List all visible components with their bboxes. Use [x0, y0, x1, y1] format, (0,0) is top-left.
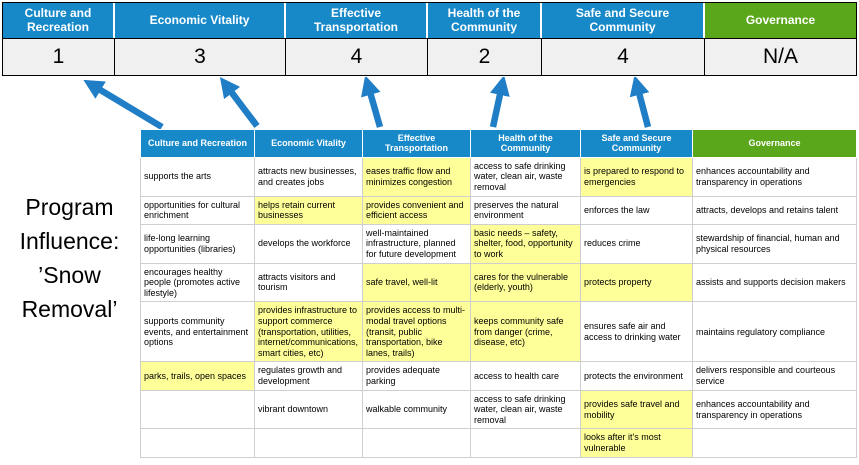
- matrix-cell: regulates growth and development: [254, 361, 363, 391]
- matrix-cell: enhances accountability and transparency…: [692, 389, 857, 430]
- page-title-line: Removal’: [21, 296, 118, 322]
- matrix-cell: preserves the natural environment: [470, 195, 581, 225]
- matrix-cell: life-long learning opportunities (librar…: [140, 223, 255, 264]
- matrix-cell: assists and supports decision makers: [692, 262, 857, 303]
- matrix-cell-highlighted: protects property: [580, 262, 693, 303]
- page-title-line: ’Snow: [38, 262, 101, 288]
- score-culture-recreation: 1: [3, 38, 115, 75]
- matrix-column-header: Health of the Community: [470, 129, 581, 158]
- matrix-column-header: Safe and Secure Community: [580, 129, 693, 158]
- matrix-cell: access to safe drinking water, clean air…: [470, 156, 581, 197]
- arrow-icon: [219, 77, 260, 128]
- matrix-cell-highlighted: provides safe travel and mobility: [580, 389, 693, 430]
- matrix-cell: stewardship of financial, human and phys…: [692, 223, 857, 264]
- pillar-health-community: Health of the Community: [428, 3, 542, 38]
- table-row: life-long learning opportunities (librar…: [140, 223, 857, 264]
- matrix-column-header: Governance: [692, 129, 857, 158]
- matrix-cell: [692, 428, 857, 458]
- matrix-cell: well-maintained infrastructure, planned …: [362, 223, 471, 264]
- score-governance: N/A: [705, 38, 856, 75]
- matrix-cell: access to health care: [470, 361, 581, 391]
- matrix-cell: [140, 389, 255, 430]
- matrix-cell-highlighted: looks after it's most vulnerable: [580, 428, 693, 458]
- matrix-cell: vibrant downtown: [254, 389, 363, 430]
- matrix-cell: maintains regulatory compliance: [692, 301, 857, 363]
- arrow-icon: [489, 77, 510, 128]
- matrix-cell: walkable community: [362, 389, 471, 430]
- matrix-cell-highlighted: provides infrastructure to support comme…: [254, 301, 363, 363]
- matrix-cell-highlighted: is prepared to respond to emergencies: [580, 156, 693, 197]
- matrix-cell: [140, 428, 255, 458]
- matrix-cell: [254, 428, 363, 458]
- pillar-effective-transportation: Effective Transportation: [286, 3, 428, 38]
- matrix-cell-highlighted: provides convenient and efficient access: [362, 195, 471, 225]
- matrix-cell-highlighted: cares for the vulnerable (elderly, youth…: [470, 262, 581, 303]
- matrix-cell-highlighted: keeps community safe from danger (crime,…: [470, 301, 581, 363]
- arrows-up-icon: [83, 77, 652, 130]
- matrix-cell: encourages healthy people (promotes acti…: [140, 262, 255, 303]
- matrix-cell: supports community events, and entertain…: [140, 301, 255, 363]
- matrix-cell: [470, 428, 581, 458]
- pillar-safe-secure-community: Safe and Secure Community: [542, 3, 705, 38]
- arrow-icon: [83, 79, 164, 130]
- pillar-culture-recreation: Culture and Recreation: [3, 3, 115, 38]
- matrix-column-header: Economic Vitality: [254, 129, 363, 158]
- matrix-cell: delivers responsible and courteous servi…: [692, 361, 857, 391]
- matrix-cell-highlighted: helps retain current businesses: [254, 195, 363, 225]
- matrix-cell: attracts, develops and retains talent: [692, 195, 857, 225]
- pillar-economic-vitality: Economic Vitality: [115, 3, 286, 38]
- score-effective-transportation: 4: [286, 38, 428, 75]
- page-title-line: Influence:: [19, 228, 120, 254]
- table-row: encourages healthy people (promotes acti…: [140, 262, 857, 303]
- matrix-cell: attracts visitors and tourism: [254, 262, 363, 303]
- page-title-line: Program: [25, 194, 114, 220]
- matrix-cell: attracts new businesses, and creates job…: [254, 156, 363, 197]
- influence-matrix: Culture and Recreation Economic Vitality E…: [140, 129, 857, 458]
- table-row: vibrant downtown walkable community access…: [140, 389, 857, 430]
- matrix-column-header: Culture and Recreation: [140, 129, 255, 158]
- matrix-cell-highlighted: basic needs – safety, shelter, food, opp…: [470, 223, 581, 264]
- table-row: supports the arts attracts new businesses…: [140, 156, 857, 197]
- matrix-cell: enhances accountability and transparency…: [692, 156, 857, 197]
- matrix-cell-highlighted: eases traffic flow and minimizes congest…: [362, 156, 471, 197]
- table-row: supports community events, and entertain…: [140, 301, 857, 363]
- matrix-header-row: Culture and Recreation Economic Vitality E…: [140, 129, 857, 158]
- arrow-icon: [629, 77, 652, 128]
- arrow-icon: [361, 77, 384, 128]
- table-row: parks, trails, open spaces regulates grow…: [140, 361, 857, 391]
- score-economic-vitality: 3: [115, 38, 286, 75]
- matrix-cell: enforces the law: [580, 195, 693, 225]
- table-row: looks after it's most vulnerable: [140, 428, 857, 458]
- matrix-cell: reduces crime: [580, 223, 693, 264]
- matrix-cell: protects the environment: [580, 361, 693, 391]
- score-health-community: 2: [428, 38, 542, 75]
- matrix-cell-highlighted: safe travel, well-lit: [362, 262, 471, 303]
- page-title: Program Influence: ’Snow Removal’: [0, 190, 139, 326]
- matrix-cell: ensures safe air and access to drinking …: [580, 301, 693, 363]
- matrix-cell: provides adequate parking: [362, 361, 471, 391]
- matrix-cell-highlighted: provides access to multi-modal travel op…: [362, 301, 471, 363]
- table-row: opportunities for cultural enrichment hel…: [140, 195, 857, 225]
- matrix-cell: access to safe drinking water, clean air…: [470, 389, 581, 430]
- matrix-cell: [362, 428, 471, 458]
- score-safe-secure-community: 4: [542, 38, 705, 75]
- pillar-governance: Governance: [705, 3, 856, 38]
- pillar-score-block: Culture and Recreation Economic Vitality…: [2, 2, 857, 76]
- matrix-cell-highlighted: parks, trails, open spaces: [140, 361, 255, 391]
- matrix-cell: supports the arts: [140, 156, 255, 197]
- matrix-cell: develops the workforce: [254, 223, 363, 264]
- matrix-cell: opportunities for cultural enrichment: [140, 195, 255, 225]
- matrix-column-header: Effective Transportation: [362, 129, 471, 158]
